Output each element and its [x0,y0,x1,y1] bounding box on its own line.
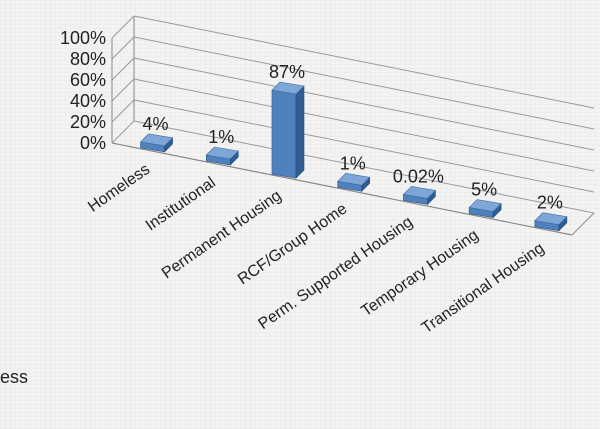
data-label: 2% [537,193,563,213]
gridlines [111,15,595,214]
cut-off-legend-text: ess [0,367,29,387]
side-gridline [111,36,135,60]
gridline [133,99,595,193]
bar-top-face [139,133,174,147]
bar [534,212,568,232]
bar [337,172,371,193]
data-label: 87% [269,62,305,82]
category-label: Perm. Supported Housing [255,213,416,333]
bar-side-face [295,85,305,179]
data-label: 4% [143,114,169,134]
data-label: 1% [208,127,234,147]
gridline [133,36,595,130]
side-gridline [111,15,135,39]
y-tick-label: 0% [80,133,106,153]
bar-top-face [534,212,568,226]
floor-right-edge [571,212,595,236]
category-label: Institutional [143,174,219,234]
side-gridline [111,57,135,81]
bar-front-face [271,89,297,179]
category-label: Homeless [85,161,153,216]
bar [402,186,437,206]
bar [205,146,239,166]
data-label: 0.02% [393,166,444,186]
y-tick-label: 20% [70,112,106,132]
y-tick-label: 60% [70,70,106,90]
y-tick-label: 40% [70,91,106,111]
side-gridline [111,99,135,123]
bar-top-face [402,186,437,199]
bar-top-face [205,146,239,160]
bar [468,199,502,219]
bar-top-face [271,81,305,95]
y-tick-label: 80% [70,49,106,69]
bar-top-face [337,172,371,186]
data-label: 5% [471,180,497,200]
gridline [133,120,595,214]
y-tick-label: 100% [60,28,106,48]
floor-front-edge [111,142,573,236]
y-axis-ticks: 0%20%40%60%80%100% [60,28,106,153]
gridline [133,57,595,151]
axes [111,16,595,236]
bar-top-face [468,199,502,212]
gridline [133,15,595,109]
data-labels: 4% 1% 87% 1% 0.02% 5% 2% [143,62,563,213]
bars [139,81,568,232]
side-gridline [111,78,135,102]
gridline [133,78,595,172]
data-label: 1% [340,153,366,173]
bar [139,133,174,153]
bar [271,81,305,179]
side-gridline [111,120,135,144]
